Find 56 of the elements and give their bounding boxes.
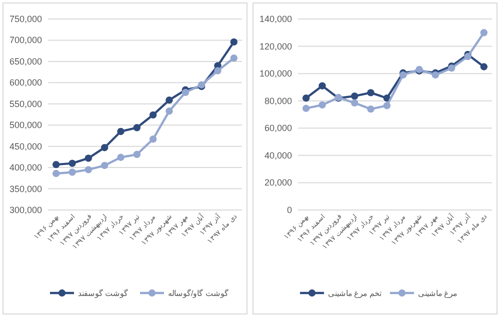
point (230, 54, 238, 62)
y-tick-label: 300,000 (9, 205, 42, 215)
y-tick-label: 650,000 (9, 56, 42, 66)
point (52, 170, 60, 178)
point (318, 101, 326, 109)
legend-label: گوشت گاو/گوساله (168, 288, 228, 298)
point (214, 67, 222, 74)
y-tick-label: 550,000 (9, 98, 42, 109)
legend-label: گوشت گوسفند (78, 288, 128, 298)
point (52, 160, 60, 168)
point (166, 108, 173, 115)
y-tick-label: 450,000 (9, 141, 42, 152)
point (84, 154, 92, 162)
point (100, 162, 108, 170)
point (350, 92, 358, 100)
point (432, 71, 440, 79)
point (117, 154, 124, 161)
point (367, 89, 374, 96)
point (68, 168, 76, 176)
point (302, 94, 310, 102)
point (149, 136, 157, 143)
point (448, 64, 456, 72)
y-tick-label: 750,000 (9, 14, 42, 24)
y-tick-label: 40,000 (264, 150, 292, 160)
y-tick-label: 700,000 (9, 35, 42, 46)
point (367, 105, 374, 113)
point (68, 160, 76, 167)
y-tick-label: 60,000 (264, 123, 292, 134)
legend-label: تخم مرغ ماشینی (328, 289, 382, 298)
point (117, 128, 124, 136)
y-tick-label: 80,000 (264, 96, 292, 106)
y-tick-label: 0 (286, 205, 292, 215)
y-tick-label: 500,000 (9, 120, 42, 130)
point (318, 82, 326, 90)
point (480, 29, 488, 36)
point (100, 144, 108, 152)
point (399, 71, 407, 79)
point (480, 63, 488, 70)
point (133, 124, 141, 132)
point (133, 150, 141, 158)
point (383, 102, 391, 110)
point (149, 111, 157, 119)
y-tick-label: 140,000 (259, 14, 292, 24)
y-tick-label: 100,000 (259, 68, 292, 79)
y-tick-label: 400,000 (9, 162, 42, 173)
point (302, 104, 310, 112)
point (84, 166, 92, 174)
legend-label: مرغ ماشینی (418, 289, 458, 298)
y-tick-label: 600,000 (9, 78, 42, 88)
y-tick-label: 350,000 (9, 184, 42, 194)
point (230, 38, 238, 46)
point (166, 96, 173, 104)
point (350, 99, 358, 107)
y-tick-label: 20,000 (264, 178, 292, 188)
y-tick-label: 120,000 (259, 41, 292, 52)
point (182, 88, 190, 96)
